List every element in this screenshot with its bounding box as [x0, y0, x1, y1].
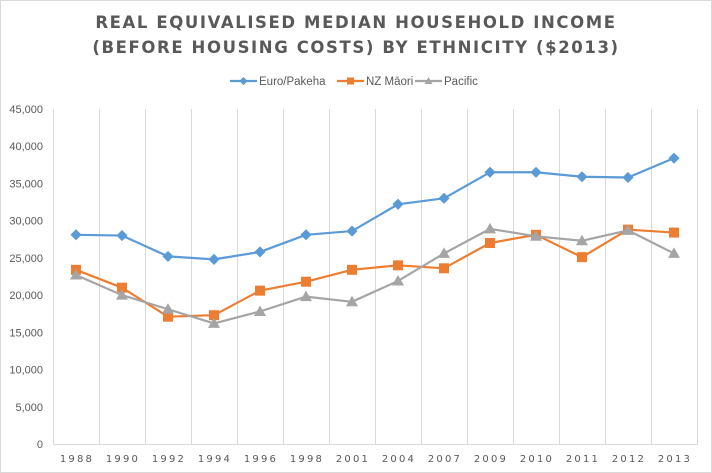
legend-label: Pacific — [444, 76, 478, 88]
triangle-marker — [668, 247, 680, 258]
x-tick-label: 1990 — [106, 454, 140, 465]
square-marker — [209, 310, 219, 321]
diamond-marker — [438, 192, 450, 204]
square-marker — [439, 263, 449, 274]
x-tick-label: 2001 — [336, 454, 370, 465]
triangle-marker — [576, 234, 588, 246]
chart-title-line-1: REAL EQUIVALISED MEDIAN HOUSEHOLD INCOME — [95, 13, 617, 32]
x-tick-label: 2010 — [520, 454, 554, 465]
triangle-marker — [484, 222, 496, 234]
x-tick-label: 1988 — [60, 454, 94, 465]
x-tick-label: 1992 — [152, 454, 186, 465]
y-tick-label: 25,000 — [9, 253, 43, 265]
series-line — [75, 227, 675, 325]
legend: Euro/Pakeha NZ Māori Pacific — [230, 76, 478, 88]
x-tick-label: 2013 — [658, 454, 692, 465]
legend-label: Euro/Pakeha — [259, 76, 326, 88]
square-marker — [347, 77, 354, 85]
x-tick-label: 1998 — [290, 454, 324, 465]
diamond-marker — [668, 152, 680, 164]
diamond-marker — [484, 166, 496, 178]
square-marker — [301, 276, 311, 287]
square-marker — [117, 282, 127, 293]
diamond-marker — [622, 171, 634, 184]
triangle-marker — [208, 317, 220, 328]
x-tick-label: 1996 — [244, 454, 278, 465]
legend-item: Euro/Pakeha — [230, 76, 326, 88]
diamond-marker — [254, 246, 266, 258]
x-tick-label: 2009 — [474, 454, 508, 465]
series-line — [75, 157, 675, 261]
diamond-marker — [392, 198, 404, 210]
legend-item: NZ Māori — [337, 76, 413, 88]
y-tick-label: 0 — [37, 439, 43, 451]
square-marker — [347, 264, 357, 275]
diamond-marker — [162, 250, 174, 262]
triangle-marker — [254, 305, 266, 316]
y-tick-label: 15,000 — [9, 327, 43, 339]
legend-item: Pacific — [415, 76, 478, 88]
diamond-marker — [116, 229, 128, 242]
x-tick-label: 2004 — [382, 454, 416, 465]
y-tick-label: 10,000 — [9, 365, 43, 377]
x-axis: 1988 1990 1992 1994 1996 1998 2001 2004 2007 2009… — [60, 454, 692, 465]
x-tick-label: 2007 — [428, 454, 462, 465]
square-marker — [393, 260, 403, 271]
series-line — [75, 228, 675, 318]
triangle-marker — [70, 269, 82, 280]
triangle-marker — [622, 224, 634, 235]
y-tick-label: 20,000 — [9, 290, 43, 302]
series-euro-pakeha — [70, 152, 680, 265]
series-group — [70, 152, 680, 328]
gridlines — [53, 109, 698, 445]
y-tick-label: 5,000 — [15, 402, 43, 414]
x-tick-label: 1994 — [198, 454, 232, 465]
diamond-marker — [300, 229, 312, 241]
series-pacific — [70, 222, 680, 328]
chart-title-line-2: (BEFORE HOUSING COSTS) BY ETHNICITY ($20… — [92, 38, 620, 57]
diamond-marker — [346, 225, 358, 237]
triangle-marker — [346, 295, 358, 307]
diamond-marker — [239, 76, 248, 86]
x-tick-label: 2011 — [566, 454, 600, 465]
diamond-marker — [70, 229, 82, 241]
square-marker — [669, 227, 679, 238]
triangle-marker — [392, 274, 404, 286]
square-marker — [255, 285, 265, 296]
triangle-marker — [530, 230, 542, 241]
diamond-marker — [530, 166, 542, 178]
diamond-marker — [208, 253, 220, 265]
y-tick-label: 35,000 — [9, 178, 43, 190]
y-tick-label: 30,000 — [9, 216, 43, 228]
square-marker — [485, 238, 495, 248]
y-axis: 0 5,000 10,000 15,000 20,000 25,000 30,000 35,0… — [9, 104, 43, 451]
triangle-marker — [162, 303, 174, 314]
x-tick-label: 2012 — [612, 454, 646, 465]
diamond-marker — [576, 171, 588, 183]
y-tick-label: 45,000 — [9, 104, 43, 116]
legend-label: NZ Māori — [366, 76, 413, 88]
triangle-marker — [116, 289, 128, 300]
square-marker — [577, 252, 587, 263]
square-marker — [163, 311, 173, 322]
y-tick-label: 40,000 — [9, 141, 43, 153]
triangle-marker — [438, 247, 450, 258]
triangle-marker — [424, 77, 433, 84]
triangle-marker — [300, 290, 312, 302]
